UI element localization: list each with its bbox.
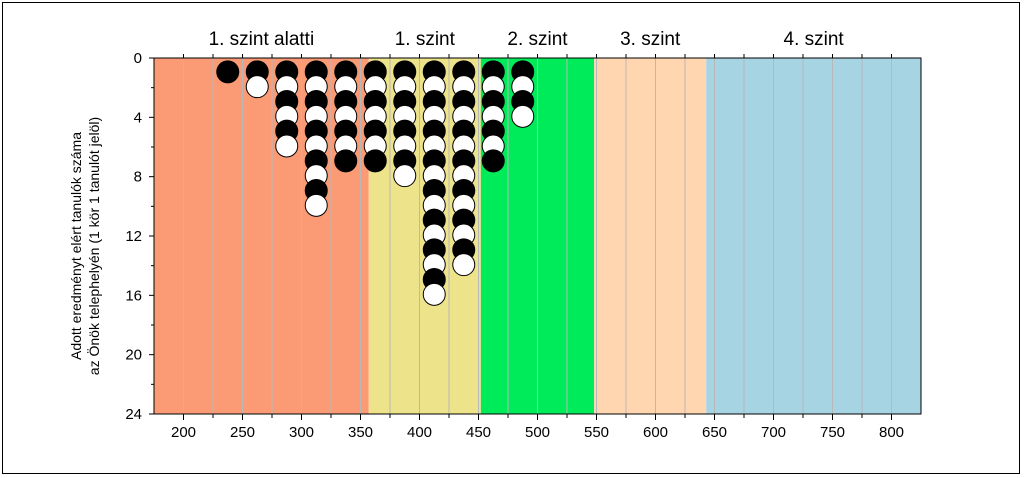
y-axis-label-line2: az Önök telephelyén (1 kör 1 tanulót jel…: [85, 117, 102, 375]
x-tick-label: 600: [643, 424, 668, 441]
x-tick-label: 250: [230, 424, 255, 441]
x-tick-label: 350: [348, 424, 373, 441]
student-circle: [304, 193, 328, 217]
y-axis-label-line1: Adott eredményt elért tanulók száma: [68, 132, 84, 360]
student-circle: [363, 149, 387, 173]
band-label-3: 2. szint: [507, 29, 568, 50]
student-circle: [275, 134, 299, 158]
level-band-4: [594, 58, 707, 414]
x-tick-label: 450: [466, 424, 491, 441]
student-circle: [334, 149, 358, 173]
student-circle: [393, 164, 417, 188]
y-tick-label: 8: [134, 169, 142, 186]
student-circle: [216, 60, 240, 84]
student-circle: [452, 253, 476, 277]
band-label-4: 3. szint: [620, 29, 681, 50]
y-tick-label: 20: [125, 347, 142, 364]
x-tick-label: 800: [879, 424, 904, 441]
student-circle: [481, 149, 505, 173]
band-label-2: 1. szint: [395, 29, 456, 50]
band-label-5: 4. szint: [784, 29, 845, 50]
x-tick-label: 700: [761, 424, 786, 441]
student-circle: [245, 75, 269, 99]
x-tick-label: 550: [584, 424, 609, 441]
band-label-1: 1. szint alatti: [209, 29, 315, 50]
x-tick-label: 650: [702, 424, 727, 441]
x-tick-label: 500: [525, 424, 550, 441]
x-tick-label: 200: [171, 424, 196, 441]
x-tick-label: 750: [820, 424, 845, 441]
student-circle: [511, 104, 535, 128]
student-distribution-chart: 1. szint alatti 1. szint 2. szint 3. szint 4…: [68, 29, 922, 441]
y-tick-label: 24: [125, 406, 142, 423]
level-band-5: [706, 58, 921, 414]
y-tick-label: 12: [125, 228, 142, 245]
y-tick-label: 4: [134, 109, 142, 126]
y-tick-label: 16: [125, 287, 142, 304]
student-circle: [422, 282, 446, 306]
level-band-1: [154, 58, 369, 414]
y-tick-label: 0: [134, 50, 142, 67]
x-tick-label: 400: [407, 424, 432, 441]
x-tick-label: 300: [289, 424, 314, 441]
